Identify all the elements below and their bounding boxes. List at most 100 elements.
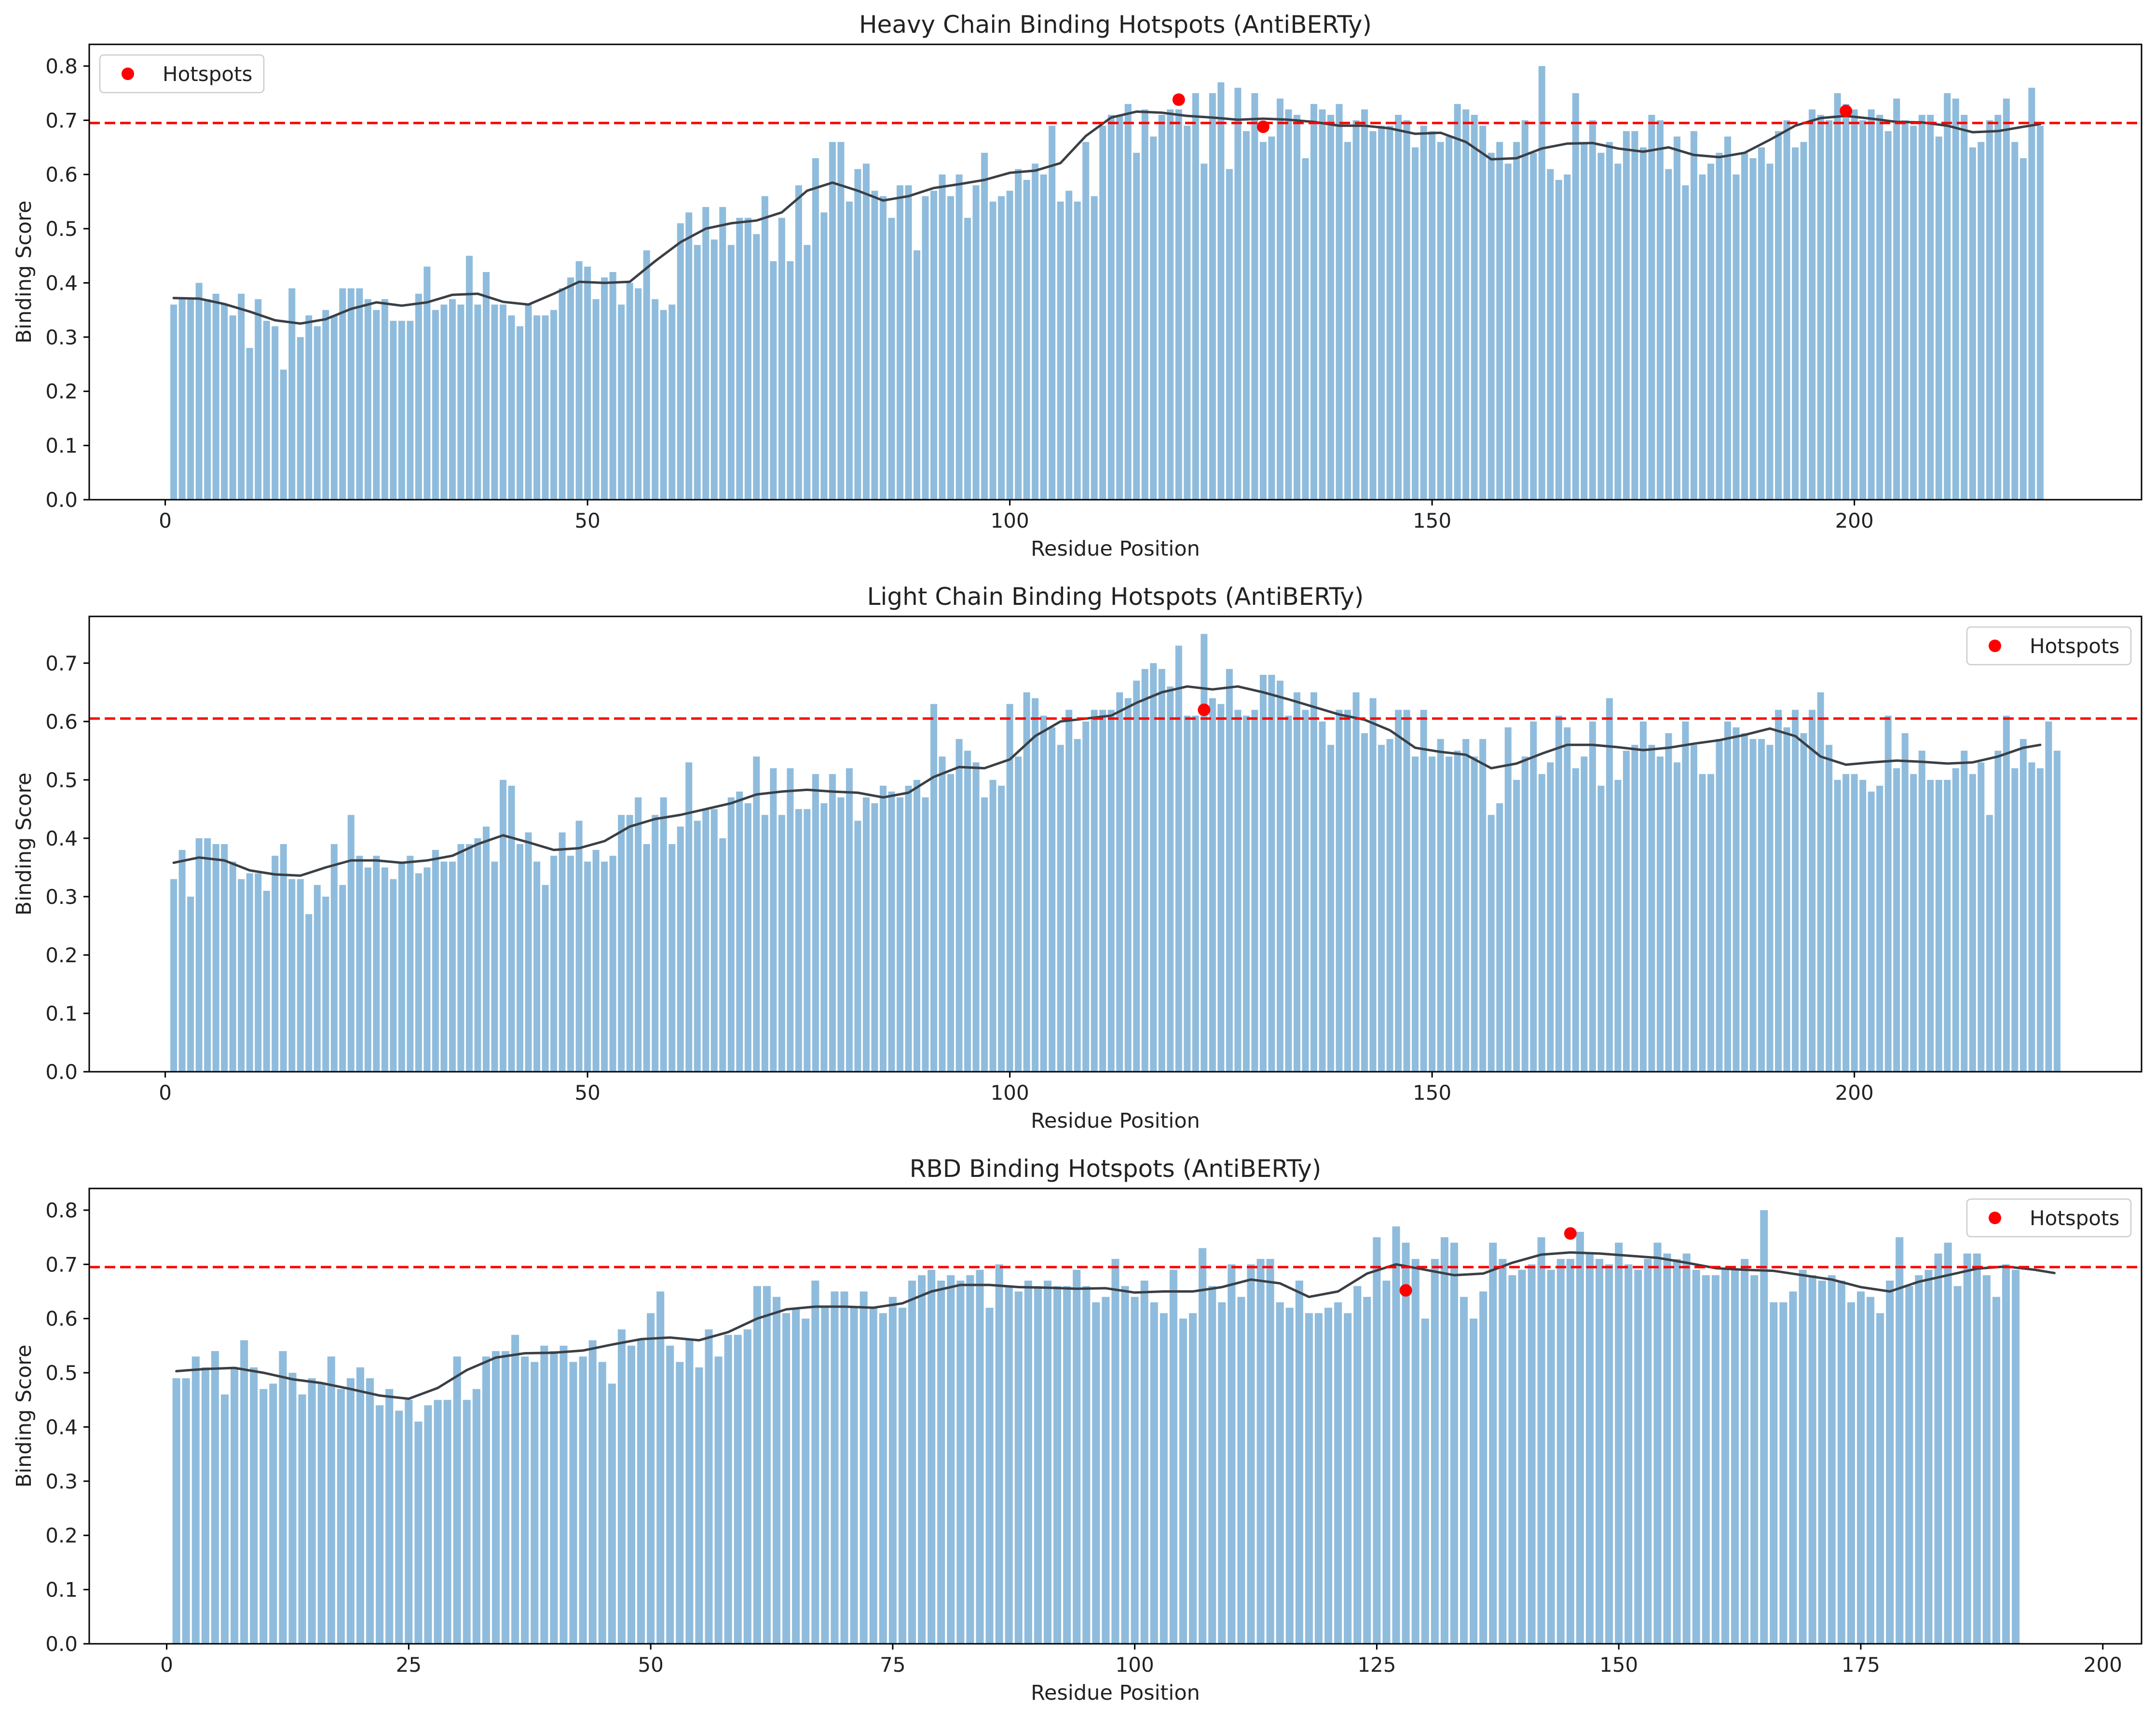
bar — [231, 1367, 239, 1644]
bar — [618, 304, 625, 500]
bar — [525, 304, 532, 500]
bar — [705, 1329, 713, 1644]
bar — [1471, 756, 1478, 1072]
bar — [337, 1389, 345, 1644]
bar — [1623, 131, 1630, 500]
bar — [1327, 115, 1335, 500]
bar — [381, 867, 388, 1072]
bar — [770, 768, 777, 1072]
bar — [373, 310, 380, 500]
bar — [669, 304, 676, 500]
bar — [1770, 1302, 1778, 1644]
bar — [1293, 692, 1300, 1072]
bar — [1411, 1259, 1419, 1644]
bar — [1141, 109, 1148, 500]
bar — [869, 1308, 877, 1644]
bar — [1809, 710, 1816, 1072]
bar — [1530, 152, 1537, 500]
bar — [1454, 751, 1461, 1072]
bar — [1826, 120, 1833, 500]
bar — [1868, 792, 1875, 1072]
bar — [491, 861, 498, 1072]
bar — [666, 1345, 674, 1644]
y-axis-label: Binding Score — [12, 1345, 36, 1488]
bar — [1775, 710, 1782, 1072]
legend: Hotspots — [99, 54, 265, 94]
bar — [1576, 1231, 1584, 1644]
bar — [1555, 179, 1562, 500]
bar — [1808, 1275, 1816, 1644]
bar — [1099, 125, 1106, 500]
bar — [1682, 1253, 1691, 1644]
bar — [1470, 1318, 1478, 1644]
bar — [1116, 692, 1123, 1072]
bar — [812, 158, 819, 500]
bar — [956, 1281, 965, 1644]
bar — [1828, 1275, 1836, 1644]
bar — [1963, 1253, 1971, 1644]
bar — [1369, 131, 1377, 500]
bar — [1403, 710, 1410, 1072]
bar — [1479, 125, 1487, 500]
bar — [685, 762, 693, 1072]
bar — [1334, 1302, 1342, 1644]
bar — [1614, 779, 1622, 1072]
bar — [922, 797, 929, 1072]
bar — [1344, 1313, 1352, 1644]
bar — [2011, 768, 2019, 1072]
bar — [714, 1356, 723, 1644]
bar — [1556, 1259, 1565, 1644]
hotspot-point — [1840, 105, 1853, 118]
bar — [1234, 87, 1242, 500]
bar — [734, 1335, 742, 1644]
bar — [854, 820, 861, 1072]
bar — [465, 256, 473, 500]
x-tick-label: 150 — [1599, 1653, 1638, 1677]
bar — [314, 326, 321, 500]
bar — [1251, 710, 1258, 1072]
bar — [837, 797, 845, 1072]
bar — [947, 774, 955, 1072]
bar — [773, 1297, 781, 1644]
bar — [1596, 1259, 1604, 1644]
bar — [695, 1367, 703, 1644]
bar — [502, 1351, 510, 1644]
bar — [434, 1400, 442, 1644]
bar — [525, 832, 532, 1072]
bar — [1353, 1286, 1362, 1644]
bar — [685, 212, 693, 500]
bar — [517, 844, 524, 1072]
bar — [1487, 815, 1495, 1072]
bar — [1564, 174, 1571, 500]
bar — [288, 879, 296, 1072]
bar — [453, 1356, 461, 1644]
bar — [1133, 152, 1140, 500]
bar — [879, 196, 887, 500]
bar — [1521, 120, 1528, 500]
bar — [212, 293, 219, 500]
bar — [170, 879, 177, 1072]
bar — [753, 234, 760, 500]
bar — [829, 774, 836, 1072]
bar — [1237, 1297, 1245, 1644]
bar — [356, 1367, 365, 1644]
bar — [1208, 1286, 1216, 1644]
bar — [1834, 779, 1841, 1072]
bar — [347, 288, 355, 500]
bar — [896, 185, 903, 500]
bar — [1682, 185, 1689, 500]
bar — [1386, 125, 1393, 500]
bar — [187, 299, 194, 500]
bar — [937, 1281, 945, 1644]
x-axis-label: Residue Position — [1031, 1109, 1200, 1133]
bar — [1392, 1226, 1400, 1644]
bar — [778, 218, 785, 500]
bar — [1217, 704, 1225, 1072]
bar — [491, 1351, 500, 1644]
bar — [744, 218, 751, 500]
bar — [643, 844, 650, 1072]
bar — [322, 896, 329, 1072]
bar — [1760, 1210, 1768, 1644]
bar — [432, 310, 439, 500]
bar — [601, 861, 608, 1072]
